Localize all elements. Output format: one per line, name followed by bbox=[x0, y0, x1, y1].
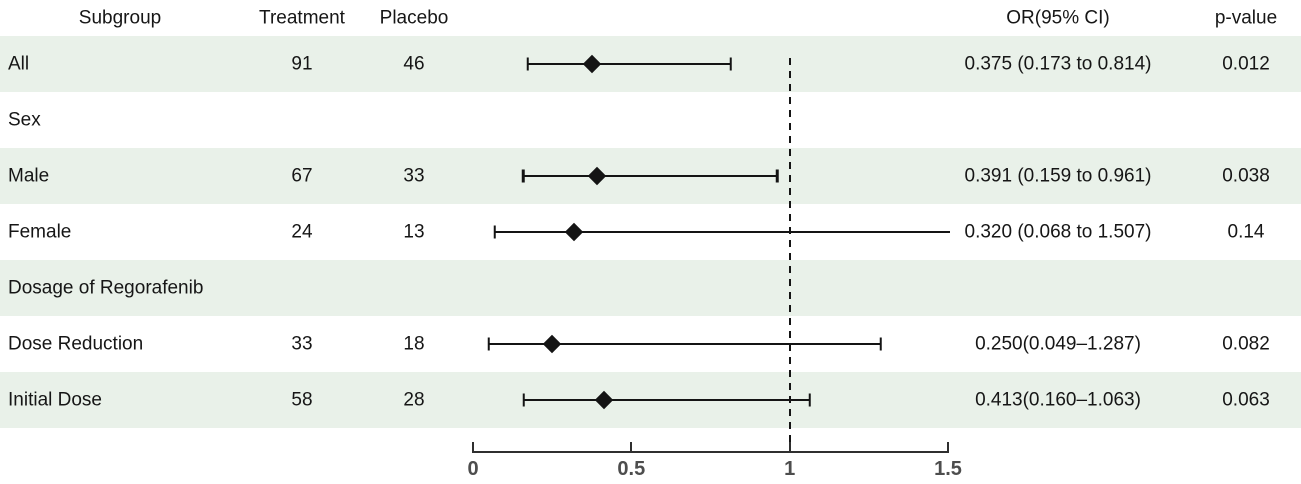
ci-cap-high bbox=[729, 57, 733, 71]
subgroup-label: Initial Dose bbox=[8, 389, 102, 411]
ci-whisker bbox=[488, 342, 881, 346]
subgroup-label: Female bbox=[8, 221, 72, 243]
or-point-marker bbox=[582, 54, 601, 74]
section-label: Sex bbox=[8, 109, 41, 131]
p-value-text: 0.14 bbox=[1227, 221, 1265, 243]
p-value-text: 0.082 bbox=[1222, 333, 1270, 355]
subgroup-row: Dose Reduction 33 18 0.250(0.049–1.287) 0.08… bbox=[0, 316, 1301, 372]
p-value-text: 0.038 bbox=[1222, 165, 1270, 187]
x-axis-tick bbox=[788, 442, 791, 451]
or-point-marker bbox=[565, 222, 584, 242]
subgroup-row: Initial Dose 58 28 0.413(0.160–1.063) 0.063 bbox=[0, 372, 1301, 428]
col-header-subgroup: Subgroup bbox=[78, 7, 162, 29]
treatment-count: 24 bbox=[291, 221, 313, 243]
subgroup-row: Female 24 13 0.320 (0.068 to 1.507) 0.14 bbox=[0, 204, 1301, 260]
ci-cap-high bbox=[776, 169, 779, 183]
ci-cap-high bbox=[879, 337, 882, 351]
col-header-treatment: Treatment bbox=[259, 7, 345, 29]
subgroup-row: All 91 46 0.375 (0.173 to 0.814) 0.012 bbox=[0, 36, 1301, 92]
ci-whisker bbox=[527, 62, 731, 66]
reference-line-or-1 bbox=[788, 58, 791, 452]
col-header-p-value: p-value bbox=[1214, 7, 1278, 29]
ci-cap-low bbox=[522, 393, 525, 407]
treatment-count: 91 bbox=[291, 53, 313, 75]
or-ci-text: 0.250(0.049–1.287) bbox=[975, 333, 1141, 355]
treatment-count: 67 bbox=[291, 165, 313, 187]
x-axis-tick bbox=[947, 442, 949, 451]
x-axis-tick-label: 1.5 bbox=[934, 458, 962, 480]
ci-cap-high bbox=[808, 393, 811, 407]
p-value-text: 0.063 bbox=[1222, 389, 1270, 411]
ci-whisker bbox=[523, 174, 778, 178]
treatment-count: 33 bbox=[291, 333, 313, 355]
x-axis-line bbox=[472, 451, 949, 453]
subgroup-label: Male bbox=[8, 165, 50, 187]
section-label: Dosage of Regorafenib bbox=[8, 277, 204, 299]
subgroup-row: Male 67 33 0.391 (0.159 to 0.961) 0.038 bbox=[0, 148, 1301, 204]
subgroup-label: All bbox=[8, 53, 30, 75]
placebo-count: 28 bbox=[403, 389, 425, 411]
subgroup-label: Dose Reduction bbox=[8, 333, 144, 355]
column-header-row: Subgroup Treatment Placebo OR(95% CI) p-… bbox=[0, 0, 1301, 36]
x-axis-tick bbox=[472, 442, 474, 451]
section-row: Dosage of Regorafenib bbox=[0, 260, 1301, 316]
placebo-count: 13 bbox=[403, 221, 425, 243]
ci-cap-low bbox=[487, 337, 490, 351]
placebo-count: 33 bbox=[403, 165, 425, 187]
or-ci-text: 0.413(0.160–1.063) bbox=[975, 389, 1141, 411]
or-ci-text: 0.375 (0.173 to 0.814) bbox=[964, 53, 1152, 75]
or-ci-text: 0.320 (0.068 to 1.507) bbox=[964, 221, 1152, 243]
or-point-marker bbox=[542, 334, 562, 354]
section-row: Sex bbox=[0, 92, 1301, 148]
ci-cap-low bbox=[493, 225, 496, 239]
col-header-or-ci: OR(95% CI) bbox=[1006, 7, 1110, 29]
or-point-marker bbox=[587, 166, 607, 186]
col-header-placebo: Placebo bbox=[379, 7, 449, 29]
treatment-count: 58 bbox=[291, 389, 313, 411]
placebo-count: 18 bbox=[403, 333, 425, 355]
x-axis-tick-label: 0.5 bbox=[617, 458, 646, 480]
or-point-marker bbox=[594, 390, 613, 410]
placebo-count: 46 bbox=[403, 53, 425, 75]
x-axis-tick-label: 0 bbox=[467, 458, 479, 480]
ci-whisker bbox=[494, 230, 951, 234]
x-axis-tick bbox=[630, 442, 633, 451]
p-value-text: 0.012 bbox=[1222, 53, 1270, 75]
x-axis-tick-label: 1 bbox=[784, 458, 796, 480]
ci-cap-low bbox=[526, 57, 530, 71]
ci-whisker bbox=[523, 398, 810, 402]
ci-cap-low bbox=[522, 169, 525, 183]
or-ci-text: 0.391 (0.159 to 0.961) bbox=[964, 165, 1152, 187]
